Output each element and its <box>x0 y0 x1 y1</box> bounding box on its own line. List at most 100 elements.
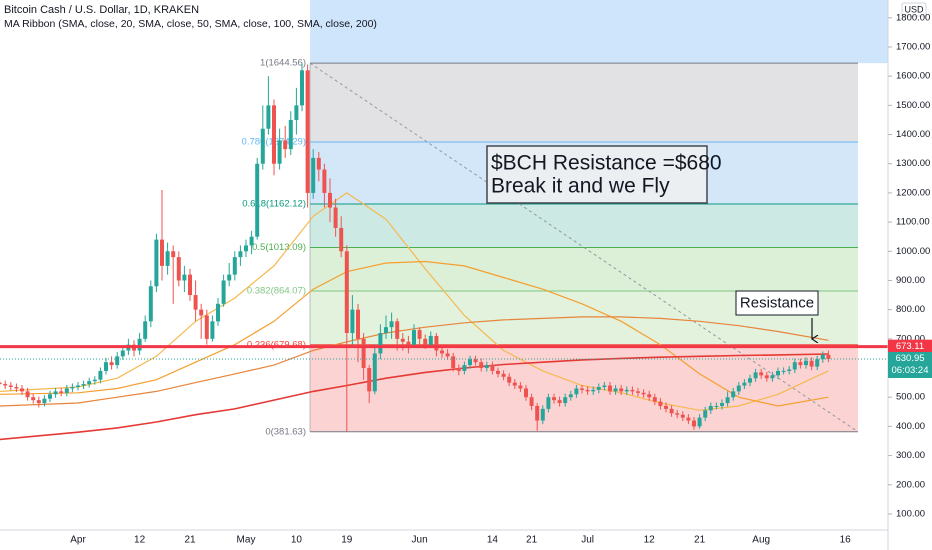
candle-body <box>423 338 428 345</box>
candle-body <box>59 391 64 393</box>
ma-line <box>0 260 829 407</box>
candle-body <box>630 389 635 392</box>
resistance-text: Resistance <box>740 294 814 311</box>
annotation-text: $BCH Resistance =$680 <box>491 152 722 175</box>
candle-body <box>445 353 450 357</box>
ma-line <box>0 353 829 441</box>
candle-body <box>81 384 86 386</box>
candle-body <box>76 385 80 387</box>
candle-body <box>781 370 786 372</box>
candle-body <box>176 257 181 281</box>
candle-body <box>647 394 652 398</box>
candle-body <box>20 388 24 392</box>
candle-body <box>210 321 215 339</box>
candle-body <box>227 274 232 281</box>
countdown-label: 06:03:24 <box>892 365 929 376</box>
candle-body <box>776 370 780 376</box>
candle-body <box>412 330 416 345</box>
candle-body <box>316 157 321 170</box>
candle-body <box>792 362 797 370</box>
candle-body <box>742 382 747 386</box>
candle-body <box>350 309 355 334</box>
candle-body <box>809 360 814 367</box>
candle-body <box>193 295 198 310</box>
candle-body <box>36 400 41 404</box>
candle-body <box>182 274 187 281</box>
candle-body <box>568 394 573 398</box>
candle-body <box>440 350 444 354</box>
candle-body <box>658 401 663 406</box>
candle-body <box>770 375 775 379</box>
candle-body <box>216 303 220 322</box>
candle-body <box>288 119 293 150</box>
candle-body <box>496 370 500 374</box>
candle-body <box>339 227 344 252</box>
candle-body <box>451 356 456 369</box>
fib-above-zone <box>310 0 888 64</box>
y-tick-label: 100.00 <box>896 508 925 519</box>
candle-body <box>798 362 803 366</box>
candle-body <box>686 417 691 421</box>
candle-body <box>613 388 618 392</box>
candle-body <box>641 392 646 395</box>
candle-body <box>619 388 624 392</box>
candle-body <box>473 359 478 363</box>
candle-body <box>417 330 422 339</box>
candle-body <box>736 385 741 392</box>
x-tick-label: 21 <box>526 535 538 546</box>
candle-body <box>479 362 484 369</box>
candle-body <box>462 365 467 371</box>
candle-body <box>400 338 405 342</box>
candle-body <box>512 382 517 386</box>
candle-body <box>580 388 584 390</box>
candle-body <box>361 338 366 369</box>
fib-zone <box>310 247 858 291</box>
y-tick-label: 1700.00 <box>896 42 930 53</box>
candle-body <box>160 239 164 266</box>
candle-body <box>300 70 304 106</box>
ma-line <box>0 192 829 411</box>
candle-body <box>294 105 299 120</box>
ma-line <box>0 316 829 407</box>
x-tick-label: 21 <box>694 535 706 546</box>
candle-body <box>3 384 8 386</box>
candle-body <box>333 207 338 228</box>
fib-zone <box>310 63 858 143</box>
x-tick-label: Jun <box>412 535 428 546</box>
x-tick-label: 10 <box>291 535 303 546</box>
candle-body <box>42 398 47 404</box>
x-tick-label: Apr <box>70 535 86 546</box>
candle-body <box>356 309 360 339</box>
candle-body <box>344 251 349 334</box>
hline-price-label: 673.11 <box>896 341 924 352</box>
y-tick-label: 500.00 <box>896 392 925 403</box>
fib-zone <box>310 203 858 248</box>
candle-body <box>367 368 372 392</box>
candle-body <box>596 386 601 390</box>
candle-body <box>25 391 30 398</box>
candle-body <box>221 280 226 304</box>
fib-zone <box>310 344 858 432</box>
candle-body <box>535 405 540 421</box>
annotation-text: Break it and we Fly <box>491 175 670 198</box>
candle-body <box>585 389 590 392</box>
candle-body <box>115 356 120 366</box>
candle-body <box>546 397 551 409</box>
candle-body <box>143 321 148 339</box>
candle-body <box>434 335 439 351</box>
candle-body <box>787 369 792 371</box>
x-tick-label: 21 <box>184 535 196 546</box>
last-price-box <box>888 351 932 378</box>
candle-body <box>188 274 192 296</box>
candle-body <box>31 397 36 401</box>
candle-body <box>725 397 730 404</box>
candle-body <box>14 386 19 389</box>
candle-body <box>395 321 400 339</box>
candle-body <box>109 362 114 366</box>
candle-body <box>154 239 159 287</box>
y-tick-label: 1100.00 <box>896 217 930 228</box>
fib-level-label: 1(1644.56) <box>260 58 306 69</box>
candle-body <box>820 354 825 360</box>
y-tick-label: 1200.00 <box>896 187 930 198</box>
